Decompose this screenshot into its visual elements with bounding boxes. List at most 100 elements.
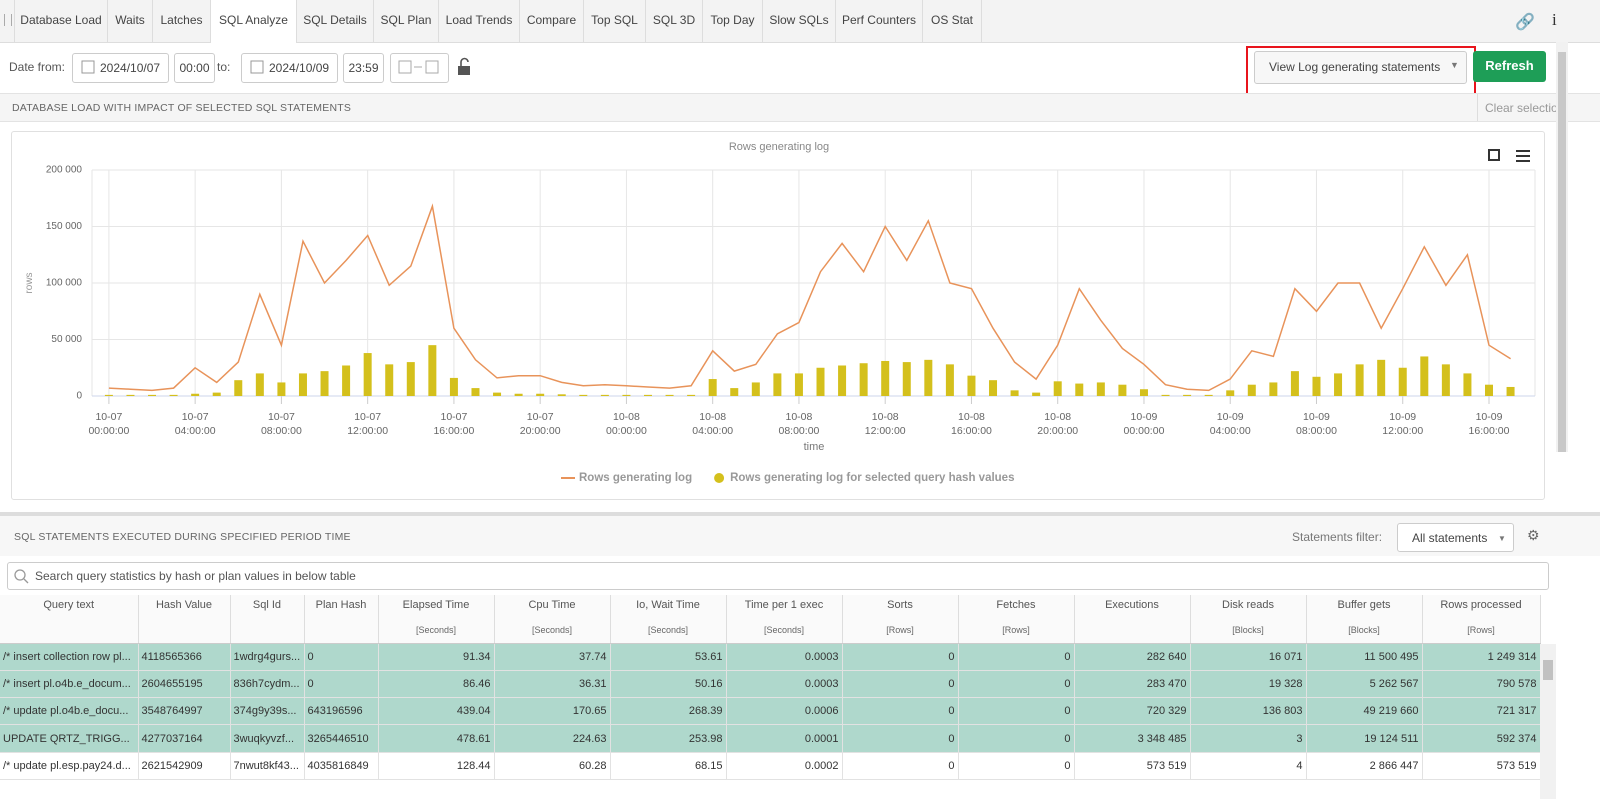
time-input[interactable]: 00:00 xyxy=(174,53,215,83)
column-header[interactable]: Hash Value xyxy=(138,595,231,644)
bar xyxy=(859,363,868,396)
column-header[interactable]: Executions xyxy=(1074,595,1191,644)
scroll-thumb[interactable] xyxy=(1543,660,1553,680)
column-header[interactable]: Elapsed Time [Seconds] xyxy=(378,595,495,644)
column-header[interactable]: Cpu Time [Seconds] xyxy=(494,595,611,644)
bar xyxy=(1226,390,1235,396)
tab[interactable]: Database Load xyxy=(14,0,108,42)
bar xyxy=(1096,382,1105,396)
column-header[interactable]: Disk reads [Blocks] xyxy=(1190,595,1307,644)
tab[interactable]: OS Stat xyxy=(923,0,982,42)
bar xyxy=(449,377,458,396)
cell: 49 219 660 xyxy=(1306,697,1423,726)
clear-selection[interactable]: Clear selection xyxy=(1485,101,1565,115)
cell: 0.0006 xyxy=(726,697,843,726)
bar xyxy=(1118,384,1127,396)
tab[interactable]: Waits xyxy=(108,0,153,42)
cell: 592 374 xyxy=(1422,724,1541,753)
bar xyxy=(1334,373,1343,396)
column-unit: [Blocks] xyxy=(1232,625,1264,635)
column-header[interactable]: Fetches [Rows] xyxy=(958,595,1075,644)
column-name: Disk reads xyxy=(1222,599,1274,611)
tab[interactable]: SQL 3D xyxy=(646,0,703,42)
cell: 573 519 xyxy=(1422,752,1541,780)
y-tick-label: 150 000 xyxy=(46,221,83,232)
column-unit: [Rows] xyxy=(1467,625,1495,635)
y-tick-label: 100 000 xyxy=(46,278,83,289)
menu-icon[interactable] xyxy=(1516,150,1530,162)
date-input[interactable]: 2024/10/09 xyxy=(241,53,338,83)
view-dropdown[interactable]: View Log generating statements xyxy=(1254,51,1467,84)
scroll-thumb[interactable] xyxy=(1558,52,1566,452)
bar xyxy=(708,379,717,396)
tab[interactable]: SQL Analyze xyxy=(211,0,297,43)
column-header[interactable]: Buffer gets [Blocks] xyxy=(1306,595,1423,644)
cell: /* insert collection row pl... xyxy=(0,643,139,671)
legend-label[interactable]: Rows generating log xyxy=(579,472,692,484)
time-input[interactable]: 23:59 xyxy=(343,53,384,83)
bar xyxy=(924,359,933,396)
settings-icon[interactable]: ⚙ xyxy=(1527,527,1540,543)
table-row[interactable]: UPDATE QRTZ_TRIGG... 4277037164 3wuqkyvzf.… xyxy=(0,724,1541,753)
table-row[interactable]: /* update pl.esp.pay24.d... 2621542909 7nw… xyxy=(0,752,1541,780)
column-unit: [Blocks] xyxy=(1348,625,1380,635)
date-input[interactable]: 2024/10/07 xyxy=(72,53,169,83)
column-header[interactable]: Sql Id xyxy=(230,595,305,644)
column-name: Sql Id xyxy=(252,599,282,611)
column-header[interactable]: Io, Wait Time [Seconds] xyxy=(610,595,727,644)
tab[interactable]: Compare xyxy=(520,0,584,42)
column-name: Query text xyxy=(43,599,95,611)
tab[interactable]: Load Trends xyxy=(439,0,520,42)
bar xyxy=(428,345,437,396)
link-icon[interactable]: 🔗 xyxy=(1515,14,1535,31)
column-header[interactable]: Plan Hash xyxy=(304,595,379,644)
bar xyxy=(967,375,976,396)
tab[interactable]: Top Day xyxy=(703,0,763,42)
column-header[interactable]: Sorts [Rows] xyxy=(842,595,959,644)
table-body: /* insert collection row pl... 4118565366… xyxy=(0,643,1541,780)
table-row[interactable]: /* insert collection row pl... 4118565366… xyxy=(0,643,1541,671)
legend-label[interactable]: Rows generating log for selected query h… xyxy=(730,472,1014,484)
bar xyxy=(1032,392,1041,396)
statements-filter[interactable]: All statements xyxy=(1397,523,1514,552)
calendar-icon xyxy=(250,60,264,74)
tab[interactable]: Slow SQLs xyxy=(763,0,836,42)
cell: 0.0003 xyxy=(726,670,843,699)
bar xyxy=(1420,356,1429,396)
label: Statements filter: xyxy=(1292,530,1383,544)
range-picker[interactable] xyxy=(390,53,449,83)
tab[interactable]: Top SQL xyxy=(584,0,646,42)
bar xyxy=(989,380,998,396)
tab[interactable]: Perf Counters xyxy=(836,0,923,42)
x-axis-label: time xyxy=(804,441,825,453)
x-tick-label: 10-08 20:00:00 xyxy=(1037,411,1078,437)
tab[interactable]: Latches xyxy=(153,0,211,42)
bar xyxy=(255,373,264,396)
column-header[interactable]: Query text xyxy=(0,595,139,644)
search-input[interactable]: Search query statistics by hash or plan … xyxy=(7,562,1549,590)
info-icon[interactable]: i xyxy=(1552,10,1557,29)
cell: 283 470 xyxy=(1074,670,1191,699)
tab[interactable]: SQL Details xyxy=(297,0,374,42)
cell: 3 xyxy=(1190,724,1307,753)
x-tick-label: 10-07 04:00:00 xyxy=(175,411,216,437)
x-tick-label: 10-08 16:00:00 xyxy=(951,411,992,437)
fullscreen-icon[interactable] xyxy=(1488,149,1500,161)
cell: 2621542909 xyxy=(138,752,231,780)
cell: 478.61 xyxy=(378,724,495,753)
column-header[interactable]: Time per 1 exec [Seconds] xyxy=(726,595,843,644)
bar xyxy=(881,360,890,396)
column-header[interactable]: Rows processed [Rows] xyxy=(1422,595,1541,644)
bar xyxy=(536,393,545,396)
table-row[interactable]: /* update pl.o4b.e_docu... 3548764997 374g… xyxy=(0,697,1541,726)
cell: 643196596 xyxy=(304,697,379,726)
calendar-icon xyxy=(425,60,439,74)
refresh-button[interactable]: Refresh xyxy=(1473,51,1546,82)
table-row[interactable]: /* insert pl.o4b.e_docum... 2604655195 836… xyxy=(0,670,1541,699)
cell: 0 xyxy=(958,670,1075,699)
lock-icon[interactable] xyxy=(458,66,470,75)
x-tick-label: 10-07 16:00:00 xyxy=(433,411,474,437)
chart: Rows generating log rows time 0 50 000 100… xyxy=(24,141,1536,484)
bar xyxy=(1161,394,1170,396)
tab[interactable]: SQL Plan xyxy=(374,0,439,42)
